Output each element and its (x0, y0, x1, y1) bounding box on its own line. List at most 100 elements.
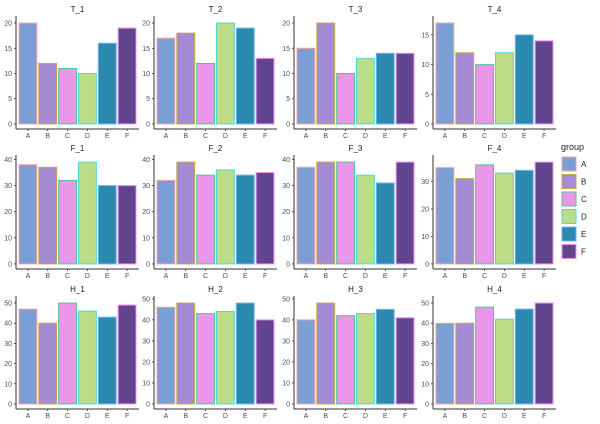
panel-title: H_2 (208, 285, 223, 294)
x-tick-label: B (183, 133, 188, 140)
facet-panel-F_1: F_1 0 10 20 30 40 A B C D E F (4, 144, 139, 280)
x-tick-label: F (403, 133, 407, 140)
x-tick-label: F (542, 413, 546, 420)
y-tick-label: 0 (146, 261, 150, 268)
x-tick-label: C (65, 133, 70, 140)
x-tick-label: C (203, 273, 208, 280)
bar-T_4-A (435, 22, 455, 125)
bar-F_2-D (215, 169, 235, 265)
y-tick-label: 40 (282, 157, 290, 164)
x-tick-label: B (323, 133, 328, 140)
x-tick-label: B (323, 273, 328, 280)
x-tick-label: E (522, 133, 527, 140)
x-tick-label: D (85, 273, 90, 280)
facet-panel-H_1: H_1 0 10 20 30 40 50 A B C D E F (4, 285, 139, 420)
y-tick-label: 5 (8, 96, 12, 103)
bar-F_1-B (38, 166, 58, 265)
x-tick-label: E (243, 413, 248, 420)
panel-title: T_2 (209, 5, 223, 14)
bar-F_4-B (455, 178, 475, 265)
bar-T_4-C (475, 64, 495, 125)
x-tick-label: E (522, 413, 527, 420)
facet-panel-F_3: F_3 0 10 20 30 40 A B C D E F (282, 144, 417, 280)
bar-H_1-C (58, 302, 78, 405)
y-tick-label: 20 (282, 209, 290, 216)
y-tick-label: 30 (4, 183, 12, 190)
x-tick-label: D (363, 133, 368, 140)
y-tick-label: 0 (286, 261, 290, 268)
bar-F_3-E (375, 182, 395, 265)
bar-T_4-F (534, 40, 554, 125)
x-tick-label: C (65, 413, 70, 420)
x-tick-label: D (223, 133, 228, 140)
bar-T_2-B (176, 32, 196, 125)
y-tick-label: 0 (8, 401, 12, 408)
bar-T_3-A (296, 47, 316, 125)
x-tick-label: E (105, 413, 110, 420)
bar-H_1-F (117, 304, 137, 405)
x-tick-label: E (105, 273, 110, 280)
bar-F_1-C (58, 179, 78, 265)
y-tick-label: 40 (4, 157, 12, 164)
legend-key-E (561, 226, 577, 242)
y-tick-label: 0 (8, 261, 12, 268)
bar-T_3-B (316, 22, 336, 125)
y-tick-label: 15 (421, 32, 429, 39)
x-tick-label: B (45, 133, 50, 140)
legend-label-E: E (581, 230, 586, 239)
x-tick-label: D (363, 413, 368, 420)
y-tick-label: 20 (4, 361, 12, 368)
bar-T_2-A (156, 37, 176, 125)
bar-F_2-B (176, 161, 196, 265)
bar-F_2-A (156, 179, 176, 265)
y-tick-label: 50 (142, 296, 150, 303)
bar-F_3-D (355, 174, 375, 265)
bar-H_4-D (494, 318, 514, 405)
bar-H_3-E (375, 308, 395, 405)
y-tick-label: 20 (142, 209, 150, 216)
x-tick-label: A (443, 133, 448, 140)
y-tick-label: 20 (4, 209, 12, 216)
bar-T_2-D (215, 22, 235, 125)
panel-title: T_4 (488, 5, 502, 14)
bar-T_1-A (18, 22, 38, 125)
x-tick-label: C (343, 133, 348, 140)
bar-H_4-E (514, 308, 534, 405)
panel-title: F_1 (71, 144, 85, 153)
bar-T_4-E (514, 34, 534, 125)
x-tick-label: B (183, 413, 188, 420)
panel-title: T_3 (349, 5, 363, 14)
x-tick-label: D (363, 273, 368, 280)
bar-H_2-E (235, 302, 255, 405)
panel-title: H_1 (70, 285, 85, 294)
y-tick-label: 50 (4, 301, 12, 308)
legend-label-D: D (581, 213, 587, 222)
y-tick-label: 10 (142, 235, 150, 242)
x-tick-label: F (542, 273, 546, 280)
bar-T_3-D (355, 57, 375, 125)
bar-T_3-F (395, 52, 415, 125)
x-tick-label: F (125, 413, 129, 420)
x-tick-label: A (304, 133, 309, 140)
bar-T_3-E (375, 52, 395, 125)
y-tick-label: 30 (421, 179, 429, 186)
x-tick-label: F (125, 273, 129, 280)
y-tick-label: 20 (142, 359, 150, 366)
y-tick-label: 30 (142, 338, 150, 345)
x-tick-label: A (443, 273, 448, 280)
facet-panel-H_2: H_2 0 10 20 30 40 50 A B C D E F (142, 285, 277, 420)
x-tick-label: C (482, 133, 487, 140)
x-tick-label: A (164, 413, 169, 420)
x-tick-label: D (502, 413, 507, 420)
x-tick-label: B (45, 413, 50, 420)
y-tick-label: 30 (282, 183, 290, 190)
bar-H_2-C (196, 313, 216, 405)
x-tick-label: F (263, 413, 267, 420)
x-tick-label: F (542, 133, 546, 140)
bar-H_4-F (534, 302, 554, 405)
bar-F_1-F (117, 185, 137, 265)
bar-T_1-E (97, 42, 117, 125)
x-tick-label: A (26, 273, 31, 280)
x-tick-label: B (323, 413, 328, 420)
